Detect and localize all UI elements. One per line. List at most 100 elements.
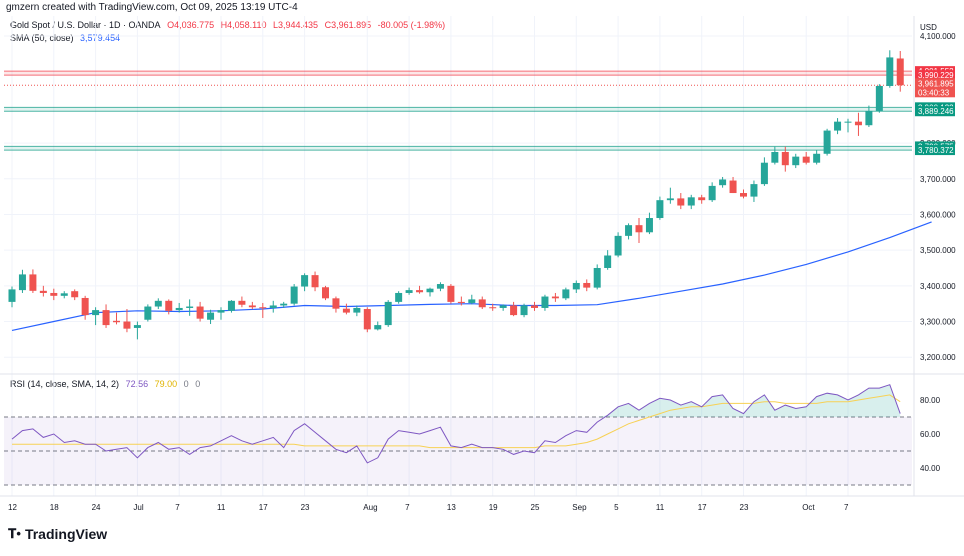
rsi-axis-tick-label: 60.00	[920, 430, 941, 439]
rsi-axis-tick-label: 80.00	[920, 396, 941, 405]
candle-body	[280, 303, 288, 306]
time-axis-tick-label: 23	[740, 503, 749, 512]
time-axis-tick-label: Jul	[133, 503, 143, 512]
candle-body	[510, 305, 518, 316]
candle-body	[666, 198, 674, 201]
sma-value: 3,579.454	[80, 33, 121, 43]
candle-body	[39, 290, 47, 293]
candle-body	[771, 151, 779, 163]
candle-body	[8, 289, 16, 302]
candle-body	[395, 292, 403, 302]
candle-body	[165, 300, 173, 311]
rsi-sma-value: 79.00	[154, 379, 178, 389]
time-axis-tick-label: 11	[217, 503, 226, 512]
candle-body	[301, 275, 309, 287]
candle-body	[332, 298, 340, 309]
candle-body	[50, 292, 58, 296]
candle-body	[583, 282, 591, 288]
candle-body	[489, 307, 497, 309]
sma-legend[interactable]: SMA (50, close) 3,579.454	[10, 33, 124, 43]
time-axis-tick-label: Oct	[802, 503, 815, 512]
candle-body	[572, 282, 580, 290]
candle-body	[604, 255, 612, 268]
tradingview-logo[interactable]: 𝐓• TradingView	[8, 526, 107, 542]
price-axis-currency: USD	[920, 23, 937, 32]
price-label-tag	[915, 145, 955, 156]
rsi-legend[interactable]: RSI (14, close, SMA, 14, 2) 72.56 79.00 …	[10, 379, 204, 389]
tradingview-logo-icon: 𝐓•	[8, 526, 21, 541]
rsi-extra-2: 0	[195, 379, 201, 389]
candle-body	[499, 305, 507, 308]
candle-body	[740, 193, 747, 197]
candle-body	[60, 293, 68, 296]
candle-body	[760, 162, 768, 185]
candle-body	[92, 310, 100, 316]
candle-body	[635, 225, 643, 233]
rsi-label: RSI (14, close, SMA, 14, 2)	[10, 379, 120, 389]
support-zone	[4, 146, 912, 151]
candle-body	[207, 312, 215, 320]
time-axis-tick-label: 7	[405, 503, 410, 512]
candle-body	[708, 185, 716, 201]
ohlc-close: C3,961.895	[324, 20, 372, 30]
chart-caption: gmzern created with TradingView.com, Oct…	[6, 2, 298, 13]
candle-body	[457, 301, 465, 303]
candle-body	[81, 297, 89, 316]
time-axis-tick-label: 7	[844, 503, 849, 512]
candle-body	[625, 225, 633, 236]
candle-body	[18, 274, 26, 291]
candle-body	[750, 184, 758, 197]
candle-body	[175, 307, 183, 311]
rsi-extra-1: 0	[183, 379, 189, 389]
rsi-line	[11, 384, 901, 464]
candle-body	[311, 275, 319, 288]
time-axis-tick-label: 13	[447, 503, 456, 512]
candle-body	[886, 57, 894, 86]
symbol-legend: Gold Spot / U.S. Dollar · 1D · OANDA O4,…	[10, 20, 449, 30]
price-label-tag	[915, 70, 955, 81]
sma-label: SMA (50, close)	[10, 33, 74, 43]
candle-body	[374, 325, 382, 330]
candle-body	[677, 198, 685, 206]
candle-body	[593, 267, 601, 288]
candle-body	[781, 151, 789, 166]
price-label-tag	[915, 106, 955, 117]
candle-body	[562, 289, 570, 299]
rsi-value: 72.56	[125, 379, 149, 389]
price-axis-tick-label: 3,300.000	[920, 318, 956, 327]
candle-body	[844, 121, 852, 123]
time-axis-tick-label: 11	[656, 503, 665, 512]
last-price-countdown: 03:40:33	[918, 88, 950, 97]
ohlc-high: H4,058.110	[220, 20, 267, 30]
candle-body	[238, 300, 246, 305]
candle-body	[436, 284, 444, 289]
time-axis-tick-label: 24	[92, 503, 101, 512]
candle-body	[698, 197, 706, 201]
candle-body	[656, 200, 664, 219]
price-axis-tick-label: 3,400.000	[920, 282, 956, 291]
candle-body	[144, 306, 152, 320]
candle-body	[520, 305, 528, 316]
candle-body	[687, 197, 695, 206]
time-axis-tick-label: 5	[614, 503, 619, 512]
candle-body	[102, 310, 110, 326]
time-axis-tick-label: Sep	[572, 503, 587, 512]
ohlc-change: -80.005 (-1.98%)	[377, 20, 446, 30]
tradingview-wordmark: TradingView	[24, 526, 108, 542]
last-price-label: 3,961.895	[918, 79, 954, 88]
time-axis-tick-label: 7	[175, 503, 180, 512]
price-axis-tick-label: 4,100.000	[920, 32, 956, 41]
symbol-title[interactable]: Gold Spot / U.S. Dollar · 1D · OANDA	[10, 20, 161, 30]
candle-body	[478, 299, 486, 308]
price-axis-tick-label: 3,500.000	[920, 246, 956, 255]
candle-body	[290, 286, 298, 304]
time-axis-tick-label: Aug	[363, 503, 377, 512]
candle-body	[248, 305, 256, 308]
last-price-tag	[915, 78, 955, 98]
candle-body	[834, 121, 842, 131]
candle-body	[447, 285, 455, 302]
candle-body	[71, 291, 79, 298]
candle-body	[468, 299, 476, 303]
rsi-axis-tick-label: 40.00	[920, 464, 941, 473]
